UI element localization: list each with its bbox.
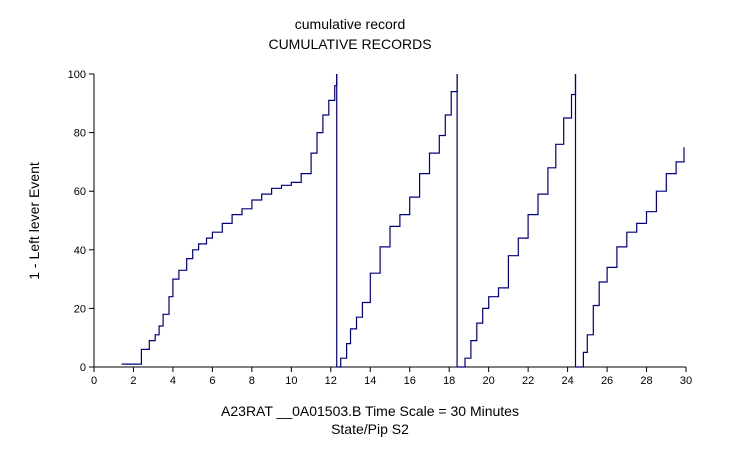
- x-tick-label: 0: [91, 375, 97, 387]
- y-tick-label: 60: [74, 186, 86, 198]
- x-tick-label: 14: [364, 375, 376, 387]
- series-line: [336, 74, 458, 368]
- series-line: [575, 147, 685, 368]
- series-line: [457, 74, 577, 368]
- x-axis-label: A23RAT __0A01503.B Time Scale = 30 Minut…: [221, 403, 519, 419]
- chart-subtitle: CUMULATIVE RECORDS: [268, 36, 432, 52]
- x-tick-label: 16: [404, 375, 416, 387]
- x-tick-label: 30: [680, 375, 692, 387]
- x-axis-label-secondary: State/Pip S2: [331, 421, 409, 437]
- y-tick-label: 20: [74, 303, 86, 315]
- chart-title: cumulative record: [294, 16, 406, 32]
- x-tick-label: 22: [522, 375, 534, 387]
- y-tick-label: 80: [74, 128, 86, 140]
- x-tick-label: 18: [443, 375, 455, 387]
- x-tick-label: 2: [130, 375, 136, 387]
- y-tick-label: 100: [68, 69, 86, 81]
- y-tick-label: 40: [74, 245, 86, 257]
- series-group: [121, 74, 685, 368]
- x-tick-label: 8: [249, 375, 255, 387]
- x-tick-label: 24: [561, 375, 573, 387]
- x-tick-label: 20: [483, 375, 495, 387]
- x-tick-label: 4: [170, 375, 176, 387]
- series-line: [121, 74, 338, 365]
- y-tick-label: 0: [80, 362, 86, 374]
- x-tick-label: 10: [285, 375, 297, 387]
- x-tick-label: 26: [601, 375, 613, 387]
- x-tick-label: 12: [325, 375, 337, 387]
- x-tick-label: 6: [209, 375, 215, 387]
- x-tick-label: 28: [640, 375, 652, 387]
